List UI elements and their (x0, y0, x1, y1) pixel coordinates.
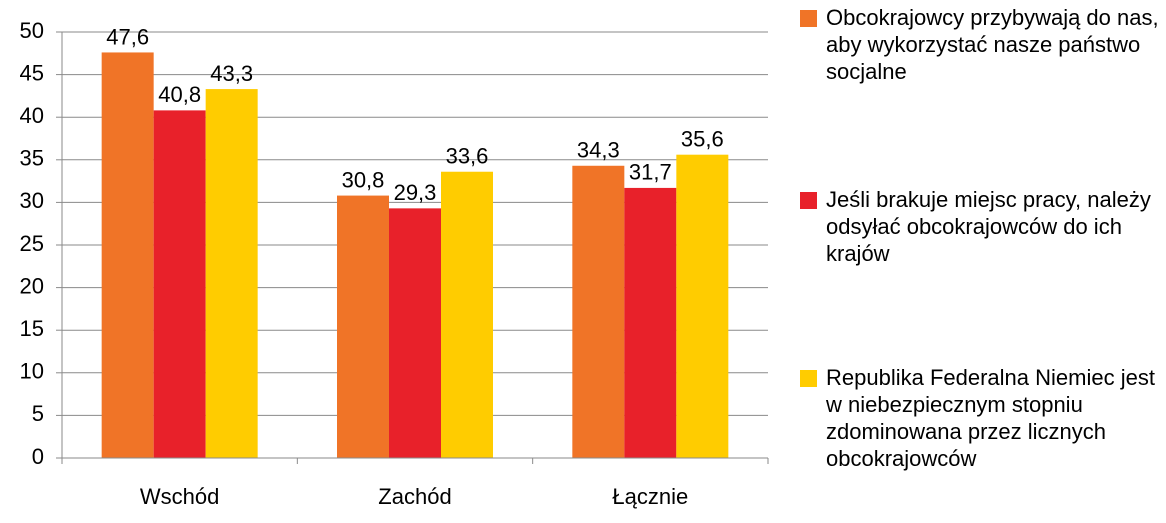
value-label: 34,3 (577, 138, 620, 163)
y-tick-label: 25 (20, 231, 44, 256)
y-tick-label: 45 (20, 60, 44, 85)
x-tick-label: Zachód (378, 484, 451, 509)
legend-label: Jeśli brakuje miejsc pracy, należy odsył… (826, 187, 1151, 266)
value-label: 31,7 (629, 160, 672, 185)
x-tick-label: Wschód (140, 484, 219, 509)
legend-label: Obcokrajowcy przybywają do nas, aby wyko… (826, 5, 1159, 84)
y-tick-label: 15 (20, 316, 44, 341)
bar (676, 154, 729, 459)
y-tick-label: 40 (20, 103, 44, 128)
legend-label: Republika Federalna Niemiec jest w niebe… (826, 365, 1155, 471)
value-label: 35,6 (681, 127, 724, 152)
value-label: 33,6 (446, 144, 489, 169)
y-tick-label: 20 (20, 273, 44, 298)
value-label: 47,6 (106, 24, 149, 49)
legend-item: Jeśli brakuje miejsc pracy, należy odsył… (800, 186, 1162, 267)
legend-item: Republika Federalna Niemiec jest w niebe… (800, 364, 1162, 472)
bar (337, 195, 389, 459)
y-tick-label: 50 (20, 18, 44, 43)
y-tick-label: 10 (20, 359, 44, 384)
chart: 0 5 10 15 20 25 30 35 40 45 50 Wschód 47,6 40,8 43,3 Za… (20, 18, 769, 509)
x-tick-label: Łącznie (612, 484, 688, 509)
bar (153, 110, 206, 458)
bar (572, 165, 625, 458)
y-tick-label: 35 (20, 146, 44, 171)
bar (441, 171, 493, 458)
y-tick-label: 0 (32, 444, 44, 469)
value-label: 40,8 (158, 82, 201, 107)
value-label: 29,3 (394, 180, 437, 205)
value-label: 30,8 (342, 167, 385, 192)
bar (101, 52, 154, 458)
bar (624, 187, 677, 458)
y-tick-label: 5 (32, 401, 44, 426)
legend-swatch (800, 192, 817, 209)
legend-swatch (800, 370, 817, 387)
bar (389, 208, 441, 458)
legend-item: Obcokrajowcy przybywają do nas, aby wyko… (800, 4, 1162, 85)
bar (205, 89, 258, 459)
value-label: 43,3 (210, 61, 253, 86)
legend-swatch (800, 10, 817, 27)
y-tick-label: 30 (20, 188, 44, 213)
